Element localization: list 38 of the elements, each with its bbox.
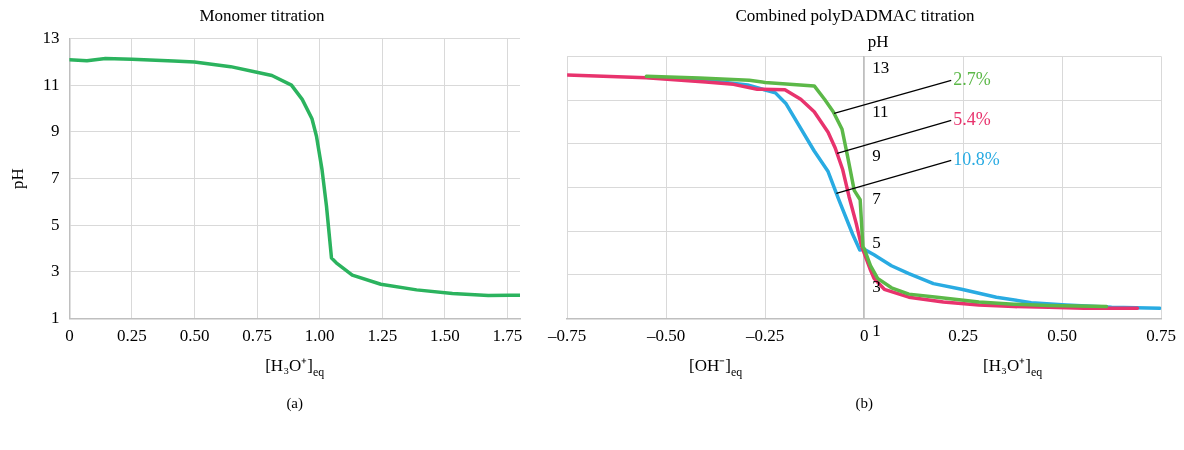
text: (a) — [286, 394, 304, 412]
y-axis-title: pH — [867, 31, 889, 51]
text: (b) — [855, 394, 873, 412]
y-tick-label: 1 — [872, 320, 881, 340]
y-axis-title: pH — [7, 168, 27, 189]
x-tick-label: 0.50 — [179, 326, 210, 346]
x-tick-label: 1.25 — [367, 326, 398, 346]
y-tick-label: 5 — [872, 233, 881, 253]
x-tick-label: 1.00 — [304, 326, 335, 346]
y-tick-label: 13 — [872, 58, 890, 78]
y-tick-label: 9 — [50, 121, 60, 141]
x-tick-label: 0 — [859, 326, 869, 346]
y-tick-label: 3 — [50, 261, 60, 281]
y-tick-label: 7 — [50, 167, 60, 187]
x-tick-label: –0.50 — [646, 326, 686, 346]
x-tick-label: 0.25 — [948, 326, 978, 346]
y-tick-label: 5 — [50, 214, 60, 234]
y-tick-label: 13 — [42, 27, 60, 47]
text: 5.4% — [953, 109, 991, 130]
x-tick-label: 0.75 — [242, 326, 273, 346]
x-tick-label: 1.50 — [430, 326, 460, 346]
x-tick-label: 0.50 — [1047, 326, 1077, 346]
x-tick-label: 0 — [65, 326, 74, 346]
chart-title: Monomer titration — [199, 5, 326, 25]
y-tick-label: 3 — [872, 276, 881, 296]
x-tick-label: –0.25 — [745, 326, 785, 346]
x-tick-label: –0.75 — [547, 326, 587, 346]
y-tick-label: 7 — [872, 189, 882, 209]
y-tick-label: 9 — [872, 145, 881, 165]
x-tick-label: 0.75 — [1146, 326, 1176, 346]
x-tick-label: 0.25 — [117, 326, 147, 346]
chart-title: Combined polyDADMAC titration — [735, 5, 975, 25]
y-tick-label: 11 — [872, 102, 889, 122]
text: 2.7% — [953, 69, 991, 90]
text: 10.8% — [953, 149, 1000, 170]
x-tick-label: 1.75 — [492, 326, 523, 346]
y-tick-label: 1 — [50, 308, 60, 328]
y-tick-label: 11 — [43, 74, 60, 94]
